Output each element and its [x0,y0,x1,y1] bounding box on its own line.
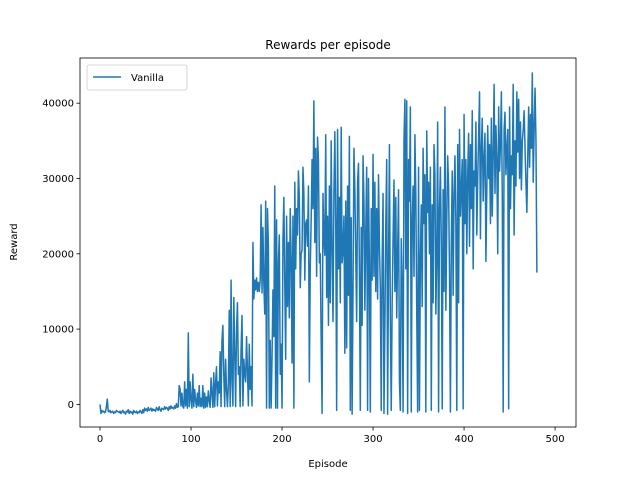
x-axis-ticks: 0 100 200 300 400 500 [97,427,565,445]
y-axis-label: Reward [9,223,20,260]
y-tick-label: 10000 [42,325,74,336]
x-tick-label: 400 [455,434,474,445]
x-tick-label: 0 [97,434,103,445]
plot-frame [79,57,577,428]
x-tick-label: 200 [272,434,291,445]
series-line-vanilla [99,72,538,415]
x-tick-label: 100 [181,434,200,445]
legend-box [86,64,188,91]
y-tick-label: 30000 [42,174,74,185]
plot-area [99,72,538,415]
x-axis-label: Episode [308,459,347,470]
y-tick-label: 40000 [42,99,74,110]
legend: Vanilla [86,64,188,91]
y-tick-label: 20000 [42,249,74,260]
x-tick-label: 300 [364,434,383,445]
y-tick-label: 0 [68,400,74,411]
chart-title: Rewards per episode [265,38,390,52]
x-tick-label: 500 [546,434,565,445]
legend-label-vanilla: Vanilla [131,73,164,84]
y-axis-ticks: 0 10000 20000 30000 40000 [42,99,80,411]
